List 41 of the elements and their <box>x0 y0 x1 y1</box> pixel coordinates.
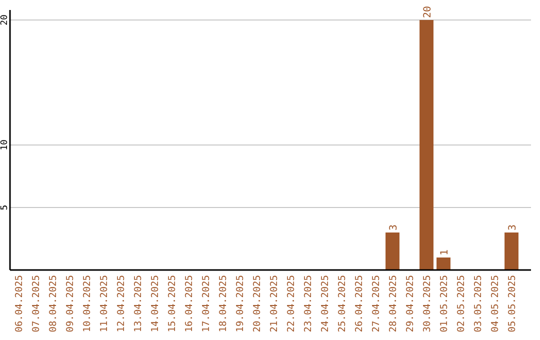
x-tick-label: 28.04.2025 <box>388 275 399 332</box>
bar <box>386 232 400 270</box>
bar <box>420 20 434 270</box>
x-tick-label: 01.05.2025 <box>439 275 450 332</box>
y-tick-label: 5 <box>0 204 10 210</box>
x-tick-label: 26.04.2025 <box>354 275 365 332</box>
y-tick-label: 20 <box>0 14 10 26</box>
x-tick-label: 29.04.2025 <box>405 275 416 332</box>
x-tick-label: 19.04.2025 <box>235 275 246 332</box>
x-tick-label: 18.04.2025 <box>218 275 229 332</box>
x-tick-label: 05.05.2025 <box>507 275 518 332</box>
x-tick-label: 15.04.2025 <box>167 275 178 332</box>
x-tick-label: 30.04.2025 <box>422 275 433 332</box>
x-tick-label: 02.05.2025 <box>456 275 467 332</box>
bar <box>436 258 450 270</box>
x-tick-label: 21.04.2025 <box>269 275 280 332</box>
y-tick-label: 10 <box>0 140 10 150</box>
x-tick-label: 17.04.2025 <box>201 275 212 332</box>
x-tick-label: 10.04.2025 <box>82 275 93 332</box>
x-tick-label: 08.04.2025 <box>48 275 59 332</box>
x-tick-label: 24.04.2025 <box>320 275 331 332</box>
x-tick-label: 27.04.2025 <box>371 275 382 332</box>
x-tick-label: 04.05.2025 <box>490 275 501 332</box>
x-tick-label: 25.04.2025 <box>337 275 348 332</box>
x-tick-label: 14.04.2025 <box>150 275 161 332</box>
bar <box>504 232 518 270</box>
data-label: 20 <box>422 6 434 18</box>
x-tick-label: 16.04.2025 <box>184 275 195 332</box>
x-tick-label: 09.04.2025 <box>65 275 76 332</box>
data-label: 3 <box>508 224 518 230</box>
data-label: 1 <box>440 249 450 256</box>
x-tick-label: 22.04.2025 <box>286 275 297 332</box>
data-label: 3 <box>388 224 400 230</box>
x-tick-label: 03.05.2025 <box>473 275 484 332</box>
x-tick-label: 11.04.2025 <box>99 275 110 332</box>
x-tick-label: 06.04.2025 <box>14 275 25 332</box>
x-tick-label: 12.04.2025 <box>116 275 127 332</box>
x-tick-label: 13.04.2025 <box>133 275 144 332</box>
x-tick-label: 20.04.2025 <box>252 275 263 332</box>
x-tick-label: 23.04.2025 <box>303 275 314 332</box>
x-tick-label: 07.04.2025 <box>31 275 42 332</box>
